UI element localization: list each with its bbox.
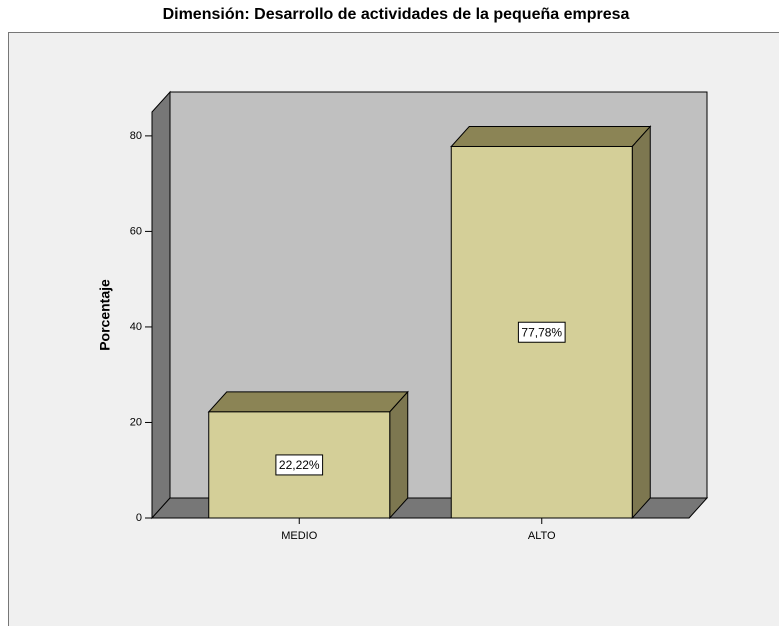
bar-top bbox=[450, 125, 652, 147]
bar-side bbox=[389, 390, 409, 520]
value-label-box bbox=[275, 454, 324, 476]
x-tick-label: MEDIO bbox=[281, 530, 318, 542]
chart-title: Dimensión: Desarrollo de actividades de … bbox=[163, 6, 630, 23]
bar-side bbox=[631, 125, 651, 520]
value-label: 22,22% bbox=[279, 458, 320, 472]
y-tick-label: 80 bbox=[130, 130, 142, 142]
y-tick-label: 20 bbox=[130, 416, 142, 428]
bar-top bbox=[207, 391, 409, 413]
y-axis-title: Porcentaje bbox=[97, 279, 113, 351]
value-label-box bbox=[517, 321, 566, 343]
y-tick-label: 0 bbox=[136, 512, 142, 524]
left-wall bbox=[151, 90, 171, 520]
x-tick-label: ALTO bbox=[528, 530, 556, 542]
y-tick-label: 40 bbox=[130, 321, 142, 333]
value-label: 77,78% bbox=[521, 325, 562, 339]
y-tick-label: 60 bbox=[130, 225, 142, 237]
